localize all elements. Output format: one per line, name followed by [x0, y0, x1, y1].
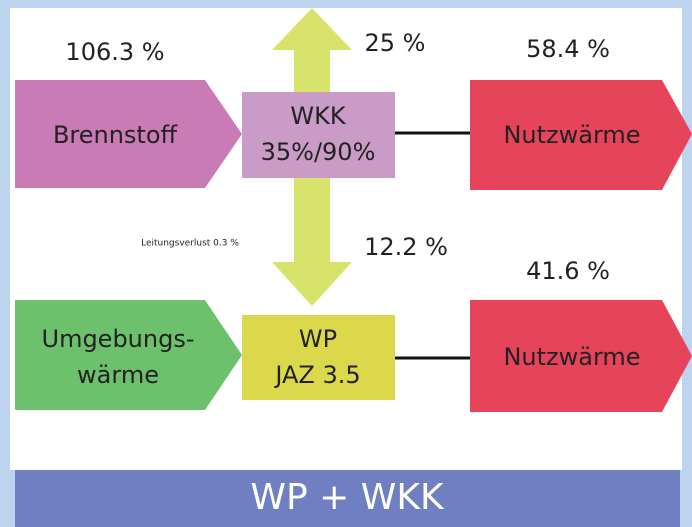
- percentage: 25 %: [365, 29, 426, 57]
- node-label: Nutzwärme: [503, 121, 640, 149]
- nutzwaerme-arrow: [470, 80, 692, 190]
- node-label: wärme: [77, 361, 159, 389]
- banner-text: WP + WKK: [250, 477, 445, 518]
- wkk-box: [242, 92, 395, 178]
- node-label: 35%/90%: [261, 138, 376, 166]
- node-label: Umgebungs-: [42, 325, 195, 353]
- percentage: 58.4 %: [526, 35, 610, 63]
- node-label: WKK: [290, 102, 346, 130]
- banner: [15, 470, 680, 527]
- percentage: 106.3 %: [65, 38, 164, 66]
- node-label: WP: [299, 325, 337, 353]
- wp-box: [242, 315, 395, 400]
- percentage: 41.6 %: [526, 257, 610, 285]
- node-label: Brennstoff: [53, 121, 178, 149]
- umgebungswaerme-arrow: [15, 300, 242, 410]
- node-label: Nutzwärme: [503, 343, 640, 371]
- percentage: 12.2 %: [364, 233, 448, 261]
- nutzwaerme-arrow: [470, 300, 692, 412]
- loss-note: Leitungsverlust 0.3 %: [141, 239, 239, 249]
- brennstoff-arrow: [15, 80, 242, 188]
- node-label: JAZ 3.5: [273, 361, 360, 389]
